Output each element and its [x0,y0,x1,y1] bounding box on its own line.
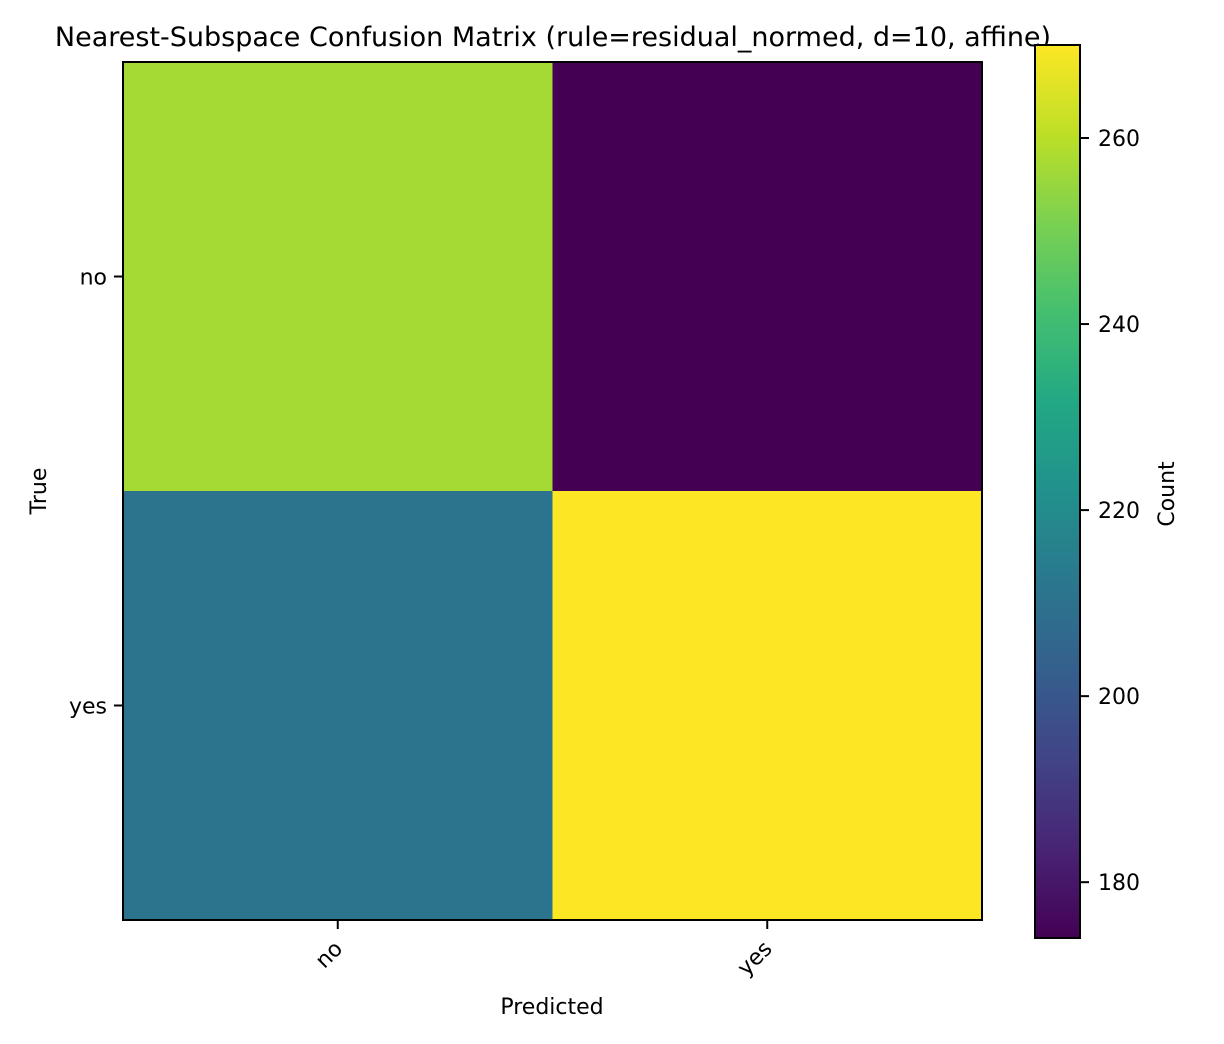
heatmap-cell [552,62,983,492]
heatmap-cell [123,491,553,921]
y-tick-label: no [80,266,107,291]
x-tick-label: yes [733,937,778,982]
x-tick-label: no [311,937,348,974]
heatmap-cell [123,62,553,492]
heatmap-cells [123,62,983,921]
x-axis-ticks: no yes [311,920,778,982]
chart-title: Nearest-Subspace Confusion Matrix (rule=… [55,22,1051,53]
x-axis-label: Predicted [500,995,603,1020]
colorbar-tick-label: 180 [1098,871,1140,896]
colorbar-tick-label: 260 [1098,127,1140,152]
plot-frame [122,61,983,921]
colorbar-tick-label: 200 [1098,685,1140,710]
y-axis-ticks: no yes [69,266,123,720]
y-axis-label: True [27,468,52,516]
colorbar [1034,44,1081,939]
y-tick-label: yes [69,695,107,720]
colorbar-label: Count [1155,461,1180,527]
colorbar-ticks: 180 200 220 240 260 [1080,127,1140,896]
colorbar-tick-label: 240 [1098,313,1140,338]
colorbar-tick-label: 220 [1098,499,1140,524]
heatmap-cell [552,491,983,921]
